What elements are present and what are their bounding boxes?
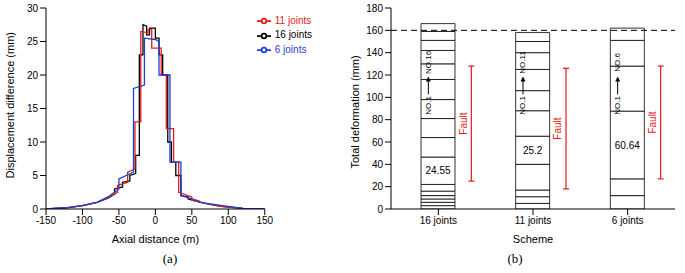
svg-text:Total deformation (mm): Total deformation (mm) — [349, 55, 361, 168]
svg-text:25.2: 25.2 — [523, 145, 543, 156]
svg-text:160: 160 — [366, 25, 383, 36]
svg-text:Fault: Fault — [647, 111, 658, 133]
svg-text:120: 120 — [366, 70, 383, 81]
html-text:6 joints: 6 joints — [274, 43, 307, 55]
svg-text:15: 15 — [27, 103, 39, 114]
svg-text:100: 100 — [220, 215, 237, 226]
svg-text:150: 150 — [256, 215, 273, 226]
svg-text:Fault: Fault — [553, 117, 564, 139]
svg-text:30: 30 — [27, 3, 39, 14]
svg-text:60: 60 — [372, 137, 384, 148]
svg-text:24.55: 24.55 — [425, 165, 450, 176]
html-text:(b): (b) — [507, 251, 523, 266]
svg-text:10: 10 — [27, 137, 39, 148]
svg-text:-150: -150 — [36, 215, 56, 226]
svg-text:Fault: Fault — [458, 112, 469, 134]
svg-text:60.64: 60.64 — [615, 140, 640, 151]
svg-text:6 joints: 6 joints — [612, 215, 644, 226]
svg-text:11 joints: 11 joints — [515, 215, 552, 226]
svg-text:0: 0 — [377, 204, 383, 215]
html-text:(a): (a) — [162, 251, 178, 266]
svg-text:140: 140 — [366, 47, 383, 58]
svg-text:NO.1: NO.1 — [613, 96, 622, 115]
svg-text:180: 180 — [366, 3, 383, 14]
svg-text:Displacement difference (mm): Displacement difference (mm) — [4, 32, 16, 179]
svg-text:0: 0 — [32, 204, 38, 215]
svg-text:NO.11: NO.11 — [519, 51, 528, 74]
svg-text:-100: -100 — [72, 215, 92, 226]
svg-text:Axial distance (m): Axial distance (m) — [112, 233, 199, 245]
svg-text:Scheme: Scheme — [513, 233, 553, 245]
svg-text:-50: -50 — [112, 215, 127, 226]
html-text:16 joints: 16 joints — [274, 29, 312, 41]
svg-text:0: 0 — [153, 215, 159, 226]
svg-text:25: 25 — [27, 36, 39, 47]
svg-text:80: 80 — [372, 114, 384, 125]
html-text:11 joints: 11 joints — [274, 15, 312, 26]
svg-text:20: 20 — [27, 70, 39, 81]
svg-text:50: 50 — [186, 215, 198, 226]
svg-text:NO.1: NO.1 — [424, 96, 433, 115]
svg-text:NO.1: NO.1 — [519, 96, 528, 115]
svg-text:40: 40 — [372, 159, 384, 170]
svg-text:NO.16: NO.16 — [424, 50, 433, 74]
svg-text:16 joints: 16 joints — [420, 215, 457, 226]
svg-text:100: 100 — [366, 92, 383, 103]
svg-text:5: 5 — [32, 170, 38, 181]
svg-text:20: 20 — [372, 181, 384, 192]
svg-text:NO.6: NO.6 — [613, 53, 622, 72]
